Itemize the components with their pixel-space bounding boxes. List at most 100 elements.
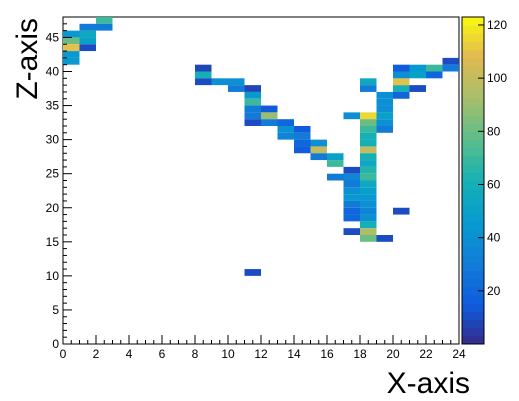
heatmap-cell — [393, 91, 410, 99]
heatmap-cell — [409, 85, 426, 92]
heatmap-cell — [277, 132, 294, 140]
colorbar-tick-label: 60 — [487, 177, 501, 191]
heatmap-cell — [360, 112, 377, 120]
colorbar-frame — [461, 16, 485, 345]
heatmap-cell — [360, 221, 377, 229]
colorbar-segment — [462, 25, 484, 34]
z-axis: 0 5 10 15 20 25 30 35 40 45 — [46, 16, 72, 351]
heatmap-cell — [343, 187, 360, 195]
colorbar-tick-label: 100 — [487, 71, 507, 85]
heatmap-cell — [343, 194, 360, 201]
x-tick-label: 8 — [192, 347, 199, 361]
heatmap-cell — [360, 173, 377, 181]
z-tick-label: 20 — [46, 201, 60, 215]
heatmap-cell — [393, 85, 410, 92]
colorbar-segment — [462, 237, 484, 247]
z-tick-label: 15 — [46, 235, 60, 249]
heatmap-cell — [244, 119, 261, 126]
heatmap-cell — [376, 112, 393, 120]
heatmap-cell — [360, 153, 377, 161]
heatmap-cell — [63, 57, 80, 65]
heatmap-cell — [294, 126, 311, 133]
heatmap-cell — [360, 214, 377, 222]
heatmap-cell — [195, 78, 212, 86]
colorbar-segment — [462, 33, 484, 43]
heatmap-cell — [393, 71, 410, 79]
heatmap-cell — [393, 207, 410, 215]
x-tick-label: 10 — [221, 347, 235, 361]
heatmap-cell — [96, 17, 113, 24]
heatmap-cell — [393, 64, 410, 72]
heatmap-cell — [360, 235, 377, 242]
heatmap-cells — [63, 17, 459, 276]
heatmap-cell — [360, 207, 377, 215]
heatmap-cell — [360, 85, 377, 92]
colorbar-segment — [462, 74, 484, 83]
heatmap-cell — [343, 180, 360, 188]
heatmap-cell — [63, 37, 80, 45]
colorbar-segment — [462, 294, 484, 304]
colorbar-segment — [462, 303, 484, 312]
heatmap-cell — [343, 207, 360, 215]
heatmap-cell — [244, 85, 261, 92]
heatmap-cell — [63, 30, 80, 38]
heatmap-cell — [195, 64, 212, 72]
colorbar-tick-label: 120 — [487, 18, 507, 32]
heatmap-cell — [360, 78, 377, 86]
heatmap-cell — [343, 228, 360, 235]
heatmap-cell — [79, 23, 96, 31]
z-axis-title: Z-axis — [11, 18, 44, 100]
colorbar-segment — [462, 278, 484, 288]
colorbar-segment — [462, 205, 484, 214]
colorbar: 20 40 60 80 100 120 — [461, 16, 507, 345]
heatmap-cell — [360, 119, 377, 126]
colorbar-segment — [462, 286, 484, 296]
heatmap-cell — [244, 98, 261, 106]
x-tick-label: 18 — [353, 347, 367, 361]
z-tick-label: 25 — [46, 167, 60, 181]
heatmap-cell — [343, 214, 360, 222]
x-tick-label: 22 — [419, 347, 433, 361]
heatmap-cell — [277, 119, 294, 126]
heatmap-cell — [211, 78, 228, 86]
colorbar-tick-label: 20 — [487, 284, 501, 298]
z-tick-label: 10 — [46, 269, 60, 283]
heatmap-cell — [310, 139, 327, 147]
colorbar-segment — [462, 82, 484, 92]
colorbar-segment — [462, 213, 484, 222]
colorbar-segment — [462, 229, 484, 239]
heatmap-cell — [96, 23, 113, 31]
z-tick-label: 30 — [46, 133, 60, 147]
heatmap-cell — [376, 105, 393, 113]
z-tick-label: 40 — [46, 65, 60, 79]
heatmap-cell — [228, 78, 245, 86]
colorbar-segment — [462, 319, 484, 329]
heatmap-cell — [393, 78, 410, 86]
colorbar-segment — [462, 172, 484, 181]
colorbar-segment — [462, 41, 484, 51]
heatmap-cell — [244, 112, 261, 120]
colorbar-segment — [462, 17, 484, 26]
colorbar-segment — [462, 335, 484, 345]
heatmap-cell — [310, 153, 327, 161]
colorbar-segment — [462, 66, 484, 75]
heatmap-cell — [376, 91, 393, 99]
heatmap-cell — [376, 98, 393, 106]
heatmap-cell — [79, 37, 96, 45]
heatmap-cell — [376, 235, 393, 242]
heatmap-cell — [195, 71, 212, 79]
heatmap-cell — [360, 200, 377, 208]
colorbar-segment — [462, 221, 484, 231]
heatmap-cell — [277, 126, 294, 133]
colorbar-segment — [462, 57, 484, 67]
colorbar-segment — [462, 327, 484, 337]
heatmap-cell — [360, 146, 377, 154]
heatmap-cell — [343, 200, 360, 208]
heatmap-cell — [261, 105, 278, 113]
colorbar-segment — [462, 164, 484, 173]
colorbar-segment — [462, 147, 484, 157]
colorbar-segment — [462, 270, 484, 280]
colorbar-segment — [462, 123, 484, 132]
heatmap-cell — [63, 51, 80, 58]
